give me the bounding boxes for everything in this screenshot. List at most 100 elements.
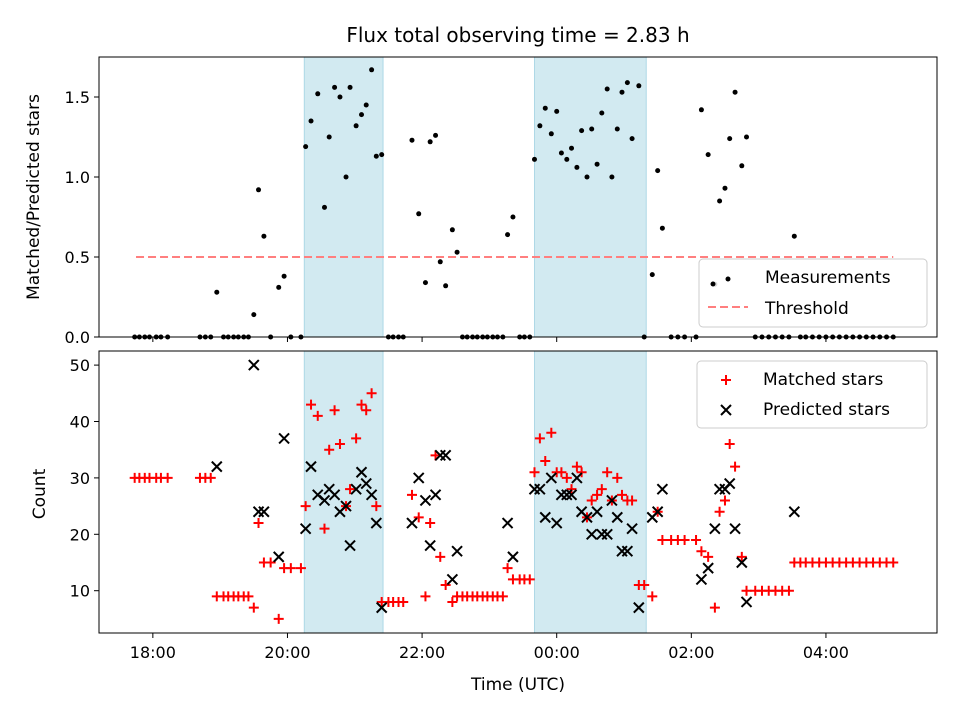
measurement-point	[276, 284, 282, 290]
predicted-star-point	[507, 551, 519, 563]
predicted-star-point	[550, 517, 563, 529]
predicted-star-point	[581, 511, 593, 524]
measurement-point	[609, 174, 615, 180]
predicted-star-point	[375, 601, 388, 614]
measurement-point	[454, 249, 460, 255]
measurement-point	[636, 83, 642, 89]
matched-star-point	[540, 455, 551, 466]
measurement-point	[542, 105, 548, 111]
top-y-ticks: 0.0 0.5 1.0 1.5	[65, 88, 99, 347]
matched-star-point	[351, 433, 362, 444]
measurement-point	[614, 126, 620, 132]
chart-title: Flux total observing time = 2.83 h	[346, 23, 689, 47]
measurement-point	[537, 123, 543, 129]
predicted-star-point	[651, 506, 664, 518]
matched-star-point	[295, 563, 306, 574]
measurement-point	[369, 67, 375, 73]
measurement-point	[727, 136, 733, 142]
matched-star-point	[561, 472, 572, 483]
measurement-point	[739, 163, 745, 169]
predicted-star-point	[501, 517, 514, 529]
predicted-star-point	[355, 466, 368, 478]
predicted-star-point	[713, 483, 726, 495]
measurement-point	[624, 80, 630, 86]
matched-star-point	[571, 461, 582, 472]
measurement-point	[589, 126, 595, 132]
predicted-star-point	[729, 522, 741, 535]
measurement-point	[326, 134, 332, 140]
matched-star-point	[524, 574, 535, 585]
predicted-star-point	[305, 460, 317, 473]
predicted-star-point	[252, 506, 265, 518]
matched-star-point	[736, 551, 747, 562]
predicted-star-point	[621, 545, 634, 557]
x-tick-label: 02:00	[668, 643, 714, 662]
matched-star-point	[730, 461, 741, 472]
measurement-point	[343, 174, 349, 180]
measurement-point	[363, 102, 369, 108]
matched-star-point	[592, 489, 603, 500]
measurement-point	[332, 84, 338, 90]
bottom-x-ticks: 18:00 20:00 22:00 00:00 02:00 04:00	[130, 633, 849, 662]
matched-star-point	[273, 613, 284, 624]
matched-star-point	[413, 512, 424, 523]
matched-star-point	[248, 602, 259, 613]
y-tick-label: 30	[70, 469, 90, 488]
matched-star-point	[502, 563, 513, 574]
legend-predicted-label: Predicted stars	[763, 400, 890, 420]
measurement-point	[531, 156, 537, 162]
measurement-point	[303, 144, 309, 150]
matched-star-point	[576, 467, 587, 478]
x-tick-label: 22:00	[399, 643, 445, 662]
top-axes-frame	[98, 56, 938, 338]
measurement-point	[574, 164, 580, 170]
measurement-point	[569, 145, 575, 151]
measurement-point	[433, 132, 439, 138]
predicted-star-point	[446, 573, 459, 586]
predicted-star-point	[406, 517, 418, 529]
measurement-point	[584, 174, 590, 180]
matched-star-point	[612, 472, 623, 483]
matched-star-point	[596, 484, 607, 495]
predicted-star-point	[723, 477, 736, 490]
predicted-star-point	[340, 500, 352, 512]
matched-star-point	[285, 563, 296, 574]
matched-star-point	[356, 399, 367, 410]
predicted-star-point	[788, 506, 801, 518]
matched-star-point	[783, 585, 794, 596]
matched-star-point	[253, 518, 264, 529]
measurement-point	[505, 232, 511, 238]
matched-star-point	[657, 534, 668, 545]
matched-star-point	[306, 399, 317, 410]
predicted-star-point	[344, 539, 356, 552]
measurement-point	[659, 225, 665, 231]
measurement-point	[373, 153, 379, 159]
matched-star-point	[300, 501, 311, 512]
legend-predicted-marker	[720, 404, 732, 416]
predicted-star-point	[601, 528, 613, 541]
measurement-point	[337, 94, 343, 100]
matched-star-point	[319, 523, 330, 534]
matched-star-point	[639, 580, 650, 591]
matched-star-point	[361, 405, 372, 416]
predicted-star-point	[709, 522, 721, 535]
predicted-star-point	[611, 511, 623, 524]
predicted-star-point	[545, 472, 558, 484]
top-shaded-intervals	[303, 56, 647, 338]
legend-matched-label: Matched stars	[763, 370, 883, 390]
matched-star-point	[243, 591, 254, 602]
measurement-point	[554, 108, 560, 114]
measurement-point	[732, 89, 738, 95]
y-tick-label: 20	[70, 525, 90, 544]
matched-star-point	[435, 551, 446, 562]
matched-star-point	[691, 534, 702, 545]
predicted-star-point	[360, 477, 372, 490]
predicted-star-point	[585, 528, 598, 541]
legend-threshold-label: Threshold	[764, 299, 849, 319]
predicted-star-point	[591, 506, 603, 518]
measurement-point	[564, 156, 570, 162]
matched-star-point	[696, 546, 707, 557]
matched-star-point	[162, 472, 173, 483]
measurement-point	[261, 233, 267, 239]
predicted-star-point	[350, 483, 362, 495]
